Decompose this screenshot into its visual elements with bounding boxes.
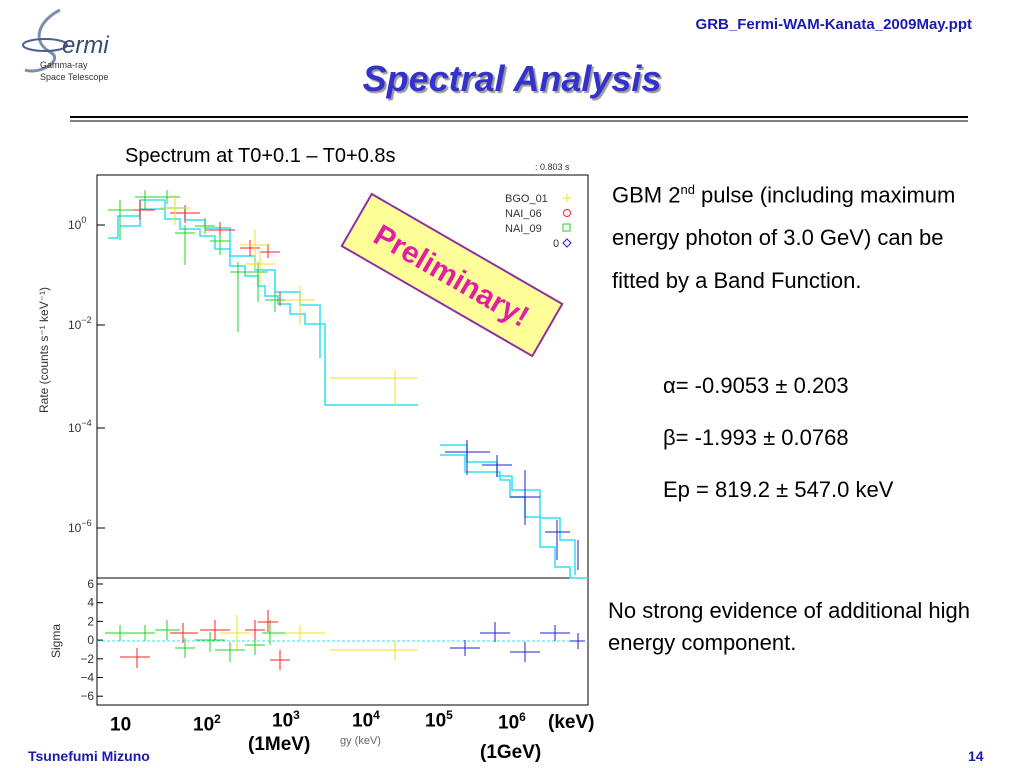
- params: α= -0.9053 ± 0.203 β= -1.993 ± 0.0768 Ep…: [663, 360, 893, 516]
- note: No strong evidence of additional high en…: [608, 598, 971, 655]
- y-tick-label: 10−4: [68, 418, 92, 435]
- param: β= -1.993 ± 0.0768: [663, 425, 849, 450]
- residuals: [105, 610, 585, 670]
- x-tick: 10: [110, 714, 132, 736]
- x-tick: 102: [193, 712, 221, 736]
- sigma-tick-label: −6: [80, 689, 94, 703]
- legend-label: NAI_09: [505, 223, 542, 235]
- sigma-tick-label: 4: [87, 596, 94, 610]
- tick-base: 10: [68, 218, 82, 232]
- legend-label: BGO_01: [505, 193, 548, 205]
- y-tick-label: 10−2: [68, 315, 92, 332]
- legend-label: NAI_06: [505, 208, 542, 220]
- y-tick-label: 100: [68, 215, 86, 232]
- param: Ep = 819.2 ± 547.0 keV: [663, 477, 894, 502]
- file-name: GRB_Fermi-WAM-Kanata_2009May.ppt: [695, 16, 972, 33]
- plot-frame: [96, 174, 589, 706]
- nai09-points: [108, 190, 285, 332]
- logo-ring: [22, 38, 68, 52]
- x-tick: 103: [272, 708, 300, 732]
- sigma-ticks: 6 4 2 0 −2 −4 −6: [80, 577, 103, 703]
- legend-label: 0: [553, 238, 559, 250]
- x-tick: 106: [498, 710, 526, 734]
- page-number: 14: [968, 748, 984, 764]
- bgo00-points: [445, 440, 579, 570]
- logo-swirl: [24, 8, 61, 73]
- model-line: [440, 454, 588, 579]
- author: Tsunefumi Mizuno: [28, 748, 150, 764]
- sigma-label: Sigma: [49, 624, 63, 658]
- tick-exp: −2: [81, 315, 91, 325]
- sigma-tick-label: 6: [87, 577, 94, 591]
- x-unit: (keV): [548, 712, 595, 733]
- x-label-hidden: gy (keV): [340, 735, 381, 747]
- sigma-tick-label: −4: [80, 671, 94, 685]
- gev-note: (1GeV): [480, 742, 542, 763]
- sigma-tick-label: 2: [87, 614, 94, 628]
- y-tick-label: 10−6: [68, 518, 92, 535]
- slide-title: Spectral Analysis: [0, 58, 1024, 100]
- tick-exp: −4: [81, 418, 91, 428]
- tick-base: 10: [68, 318, 82, 332]
- sigma-tick-label: 0: [87, 633, 94, 647]
- logo-line1: Gamma-ray: [40, 60, 88, 70]
- tick-base: 10: [68, 521, 82, 535]
- y-label: Rate (counts s⁻¹ keV⁻¹): [37, 287, 51, 413]
- plot-caption: Spectrum at T0+0.1 – T0+0.8s: [125, 145, 396, 167]
- x-tick: 105: [425, 708, 453, 732]
- x-tick: 104: [352, 708, 380, 732]
- mev-note: (1MeV): [248, 734, 311, 755]
- tick-base: 10: [68, 421, 82, 435]
- legend: BGO_01 NAI_06 NAI_09 0: [505, 193, 572, 250]
- logo-name: ermi: [62, 32, 109, 59]
- tick-marks: [97, 224, 105, 529]
- logo-line2: Space Telescope: [40, 72, 108, 82]
- title-text: Spectral Analysis: [362, 58, 662, 99]
- pulse-text: GBM 2nd pulse (including maximum energy …: [612, 182, 956, 294]
- bgo01-points: [160, 195, 418, 405]
- sigma-tick-label: −2: [80, 652, 94, 666]
- plot-corner: : 0.803 s: [535, 162, 570, 172]
- param: α= -0.9053 ± 0.203: [663, 373, 849, 398]
- tick-exp: 0: [81, 215, 86, 225]
- tick-exp: −6: [81, 518, 91, 528]
